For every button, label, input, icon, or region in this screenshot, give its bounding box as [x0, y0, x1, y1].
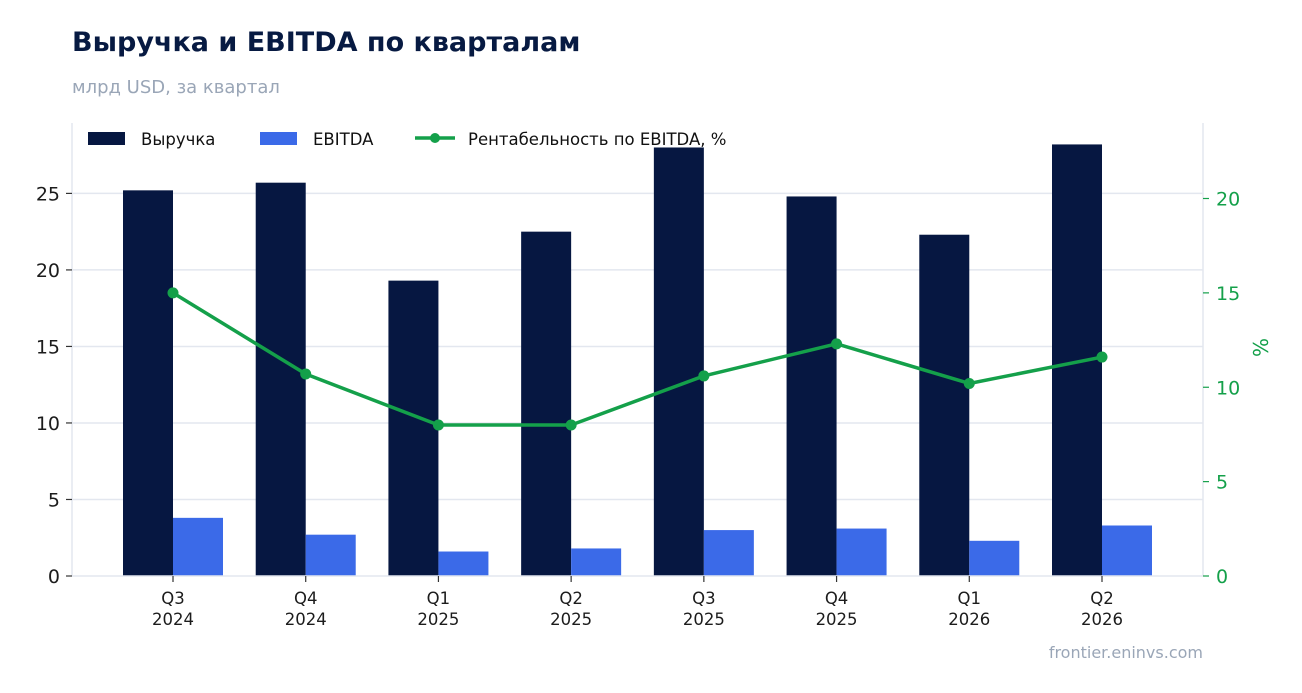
chart-subtitle: млрд USD, за квартал [72, 77, 280, 98]
right-tick-label: 20 [1216, 189, 1240, 211]
x-tick-label: Q2 2026 [1081, 589, 1123, 629]
revenue-bar [653, 147, 704, 576]
x-tick-label: Q3 2024 [152, 589, 194, 629]
margin-point [831, 338, 843, 350]
legend-label-revenue: Выручка [141, 130, 215, 149]
right-tick-label: 15 [1216, 283, 1240, 305]
revenue-bar [919, 234, 970, 576]
left-tick-label: 15 [36, 336, 60, 358]
margin-point [1096, 351, 1108, 363]
right-tick-label: 0 [1216, 566, 1228, 588]
ebitda-bar [703, 530, 754, 576]
margin-point [565, 419, 577, 431]
ebitda-bar [305, 534, 356, 576]
left-tick-label: 25 [36, 183, 60, 205]
legend-label-ebitda: EBITDA [313, 130, 374, 149]
margin-line-path [172, 291, 1103, 427]
revenue-bar [786, 196, 837, 576]
margin-point [963, 377, 975, 389]
revenue-bar [123, 190, 173, 577]
ebitda-bar [1102, 525, 1152, 576]
legend-label-margin: Рентабельность по EBITDA, % [468, 130, 726, 149]
x-tick-label: Q2 2025 [550, 589, 592, 629]
right-tick-label: 5 [1216, 472, 1228, 494]
x-tick-label: Q4 2024 [285, 589, 327, 629]
source-label: frontier.eninvs.com [1048, 643, 1203, 662]
revenue-bar [388, 280, 439, 576]
margin-point [167, 287, 179, 299]
grid-lines [72, 192, 1203, 501]
ebitda-bar [836, 528, 887, 576]
margin-point [432, 419, 444, 431]
right-axis-label: % [1249, 338, 1273, 357]
bars [123, 144, 1152, 577]
left-tick-label: 0 [48, 566, 60, 588]
chart-title: Выручка и EBITDA по кварталам [72, 27, 581, 58]
left-tick-label: 5 [48, 489, 60, 511]
margin-point [300, 368, 312, 380]
ebitda-bar [969, 540, 1020, 576]
ebitda-bar [571, 548, 622, 576]
left-tick-label: 10 [36, 413, 60, 435]
margin-point [698, 370, 710, 382]
x-tick-label: Q1 2026 [948, 589, 990, 629]
revenue-bar [521, 231, 572, 576]
ebitda-bar [173, 517, 223, 576]
axes: 0 5 10 15 20 25 0 5 10 15 20% Q3 2024 Q4 2024 Q1 2025 Q2 2… [36, 123, 1273, 629]
x-tick-label: Q3 2025 [683, 589, 725, 629]
x-tick-label: Q4 2025 [816, 589, 858, 629]
left-tick-label: 20 [36, 260, 60, 282]
x-tick-label: Q1 2025 [417, 589, 459, 629]
ebitda-bar [438, 551, 489, 576]
right-tick-label: 10 [1216, 377, 1240, 399]
legend: Выручка EBITDA Рентабельность по EBITDA, % [88, 130, 726, 149]
legend-marker-margin [430, 133, 440, 143]
legend-swatch-ebitda [260, 132, 297, 145]
legend-swatch-revenue [88, 132, 125, 145]
revenue-bar [255, 182, 306, 577]
margin-line [167, 287, 1108, 431]
